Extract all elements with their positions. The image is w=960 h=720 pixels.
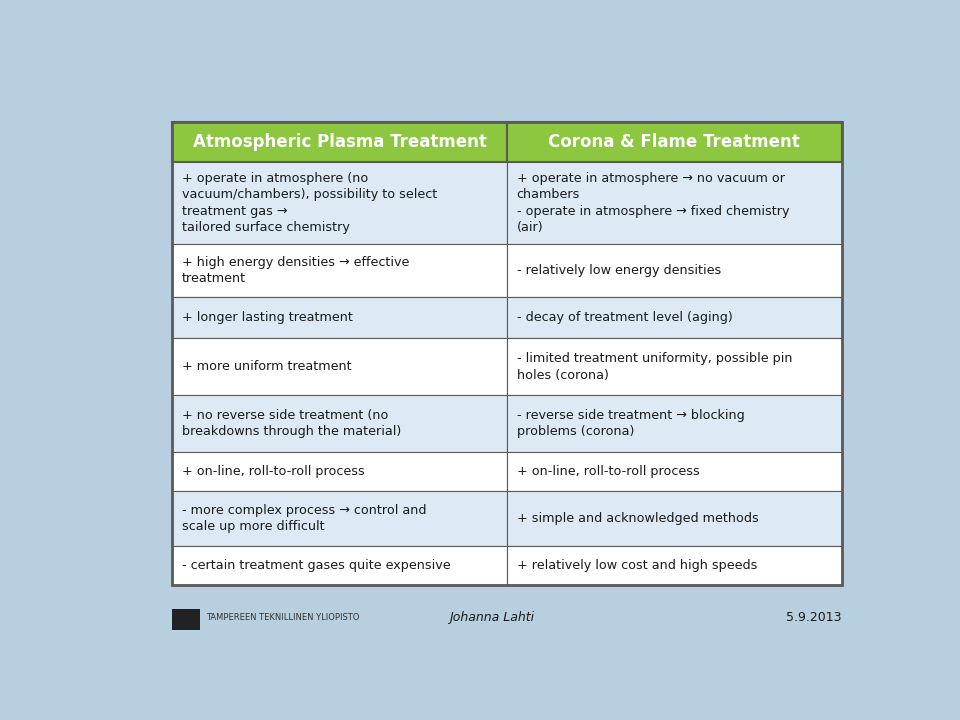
Text: - certain treatment gases quite expensive: - certain treatment gases quite expensiv… bbox=[181, 559, 450, 572]
Text: + more uniform treatment: + more uniform treatment bbox=[181, 360, 351, 373]
Bar bbox=[172, 608, 201, 630]
Bar bbox=[507, 162, 842, 244]
Bar bbox=[507, 297, 842, 338]
Text: - relatively low energy densities: - relatively low energy densities bbox=[516, 264, 721, 277]
Text: + no reverse side treatment (no
breakdowns through the material): + no reverse side treatment (no breakdow… bbox=[181, 409, 401, 438]
Text: + operate in atmosphere (no
vacuum/chambers), possibility to select
treatment ga: + operate in atmosphere (no vacuum/chamb… bbox=[181, 172, 437, 235]
Text: - reverse side treatment → blocking
problems (corona): - reverse side treatment → blocking prob… bbox=[516, 409, 744, 438]
Bar bbox=[172, 122, 842, 162]
Text: - more complex process → control and
scale up more difficult: - more complex process → control and sca… bbox=[181, 504, 426, 534]
Text: + simple and acknowledged methods: + simple and acknowledged methods bbox=[516, 512, 758, 525]
Text: + relatively low cost and high speeds: + relatively low cost and high speeds bbox=[516, 559, 756, 572]
Bar bbox=[172, 338, 507, 395]
Text: + on-line, roll-to-roll process: + on-line, roll-to-roll process bbox=[516, 465, 699, 478]
Bar bbox=[172, 297, 507, 338]
Text: - decay of treatment level (aging): - decay of treatment level (aging) bbox=[516, 311, 732, 324]
Bar bbox=[507, 395, 842, 452]
Bar bbox=[172, 395, 507, 452]
Text: Atmospheric Plasma Treatment: Atmospheric Plasma Treatment bbox=[193, 133, 487, 151]
Text: + operate in atmosphere → no vacuum or
chambers
- operate in atmosphere → fixed : + operate in atmosphere → no vacuum or c… bbox=[516, 172, 789, 235]
Text: - limited treatment uniformity, possible pin
holes (corona): - limited treatment uniformity, possible… bbox=[516, 352, 792, 382]
Text: Corona & Flame Treatment: Corona & Flame Treatment bbox=[548, 133, 800, 151]
Bar bbox=[507, 452, 842, 491]
Bar bbox=[172, 546, 507, 585]
Text: TAMPEREEN TEKNILLINEN YLIOPISTO: TAMPEREEN TEKNILLINEN YLIOPISTO bbox=[205, 613, 359, 622]
Bar bbox=[172, 162, 507, 244]
Bar bbox=[507, 491, 842, 546]
Bar bbox=[507, 338, 842, 395]
Bar bbox=[172, 452, 507, 491]
Bar bbox=[172, 491, 507, 546]
Bar bbox=[172, 122, 842, 585]
Bar bbox=[507, 244, 842, 297]
Text: + high energy densities → effective
treatment: + high energy densities → effective trea… bbox=[181, 256, 409, 285]
Text: Johanna Lahti: Johanna Lahti bbox=[449, 611, 535, 624]
Text: + longer lasting treatment: + longer lasting treatment bbox=[181, 311, 352, 324]
Bar bbox=[172, 244, 507, 297]
Text: 5.9.2013: 5.9.2013 bbox=[786, 611, 842, 624]
Bar bbox=[507, 546, 842, 585]
Text: + on-line, roll-to-roll process: + on-line, roll-to-roll process bbox=[181, 465, 365, 478]
